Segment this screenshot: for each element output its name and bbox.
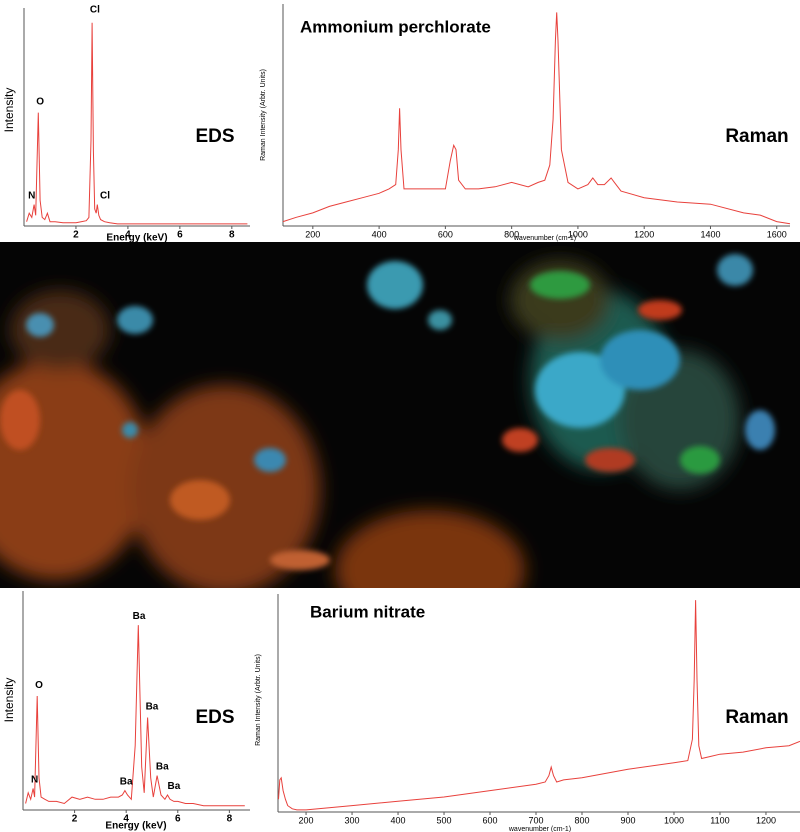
x-tick-label: 1600 — [767, 229, 787, 239]
y-axis-label: Raman Intensity (Arbtr. Units) — [255, 654, 262, 746]
x-tick-label: 1200 — [634, 229, 654, 239]
x-tick-label: 1100 — [710, 815, 729, 825]
spectrum-line — [25, 625, 245, 807]
method-label: Raman — [725, 126, 788, 147]
x-tick-label: 6 — [175, 814, 181, 825]
x-tick-label: 500 — [437, 815, 452, 825]
x-tick-label: 2 — [73, 230, 79, 241]
peak-label: N — [28, 191, 35, 202]
x-tick-label: 8 — [227, 814, 233, 825]
x-axis-label: Energy (keV) — [106, 233, 167, 244]
method-label: EDS — [195, 707, 234, 728]
peak-label: O — [35, 680, 43, 691]
y-axis-label: Raman Intensity (Arbtr. Units) — [260, 69, 267, 161]
x-tick-label: 1000 — [568, 229, 588, 239]
chart-title: Barium nitrate — [310, 602, 425, 621]
x-tick-label: 1200 — [756, 815, 776, 825]
x-axis-label: wavenumber (cm-1) — [513, 235, 576, 242]
x-tick-label: 4 — [123, 814, 129, 825]
x-tick-label: 200 — [305, 229, 320, 239]
x-tick-label: 1000 — [664, 815, 684, 825]
peak-label: N — [31, 775, 38, 786]
spectrum-line — [278, 600, 800, 811]
peak-label: Ba — [156, 762, 169, 773]
x-tick-label: 600 — [483, 815, 498, 825]
peak-label: Cl — [90, 5, 100, 16]
peak-label: O — [36, 97, 44, 108]
peak-label: Cl — [100, 191, 110, 202]
x-axis-label: Energy (keV) — [105, 821, 166, 832]
x-tick-label: 1400 — [700, 229, 720, 239]
chart-title: Ammonium perchlorate — [300, 17, 491, 36]
x-tick-label: 700 — [528, 815, 543, 825]
y-axis-label: Intensity — [2, 678, 16, 723]
method-label: Raman — [725, 707, 788, 728]
x-tick-label: 800 — [504, 229, 519, 239]
spectrum-line — [282, 12, 791, 225]
peak-label: Ba — [120, 777, 133, 788]
x-tick-label: 300 — [345, 815, 360, 825]
x-tick-label: 600 — [438, 229, 453, 239]
x-tick-label: 900 — [620, 815, 635, 825]
x-tick-label: 400 — [391, 815, 406, 825]
x-tick-label: 6 — [177, 230, 183, 241]
x-tick-label: 8 — [229, 230, 235, 241]
peak-label: Ba — [133, 611, 146, 622]
x-axis-label: wavenumber (cm-1) — [508, 826, 571, 832]
x-tick-label: 400 — [372, 229, 387, 239]
x-tick-label: 2 — [72, 814, 78, 825]
micrograph — [0, 242, 800, 588]
spectrum-line — [26, 22, 248, 225]
x-tick-label: 200 — [299, 815, 314, 825]
peak-label: Ba — [168, 781, 181, 792]
y-axis-label: Intensity — [2, 88, 16, 133]
peak-label: Ba — [146, 701, 159, 712]
x-tick-label: 800 — [574, 815, 589, 825]
method-label: EDS — [195, 126, 234, 147]
x-tick-label: 4 — [125, 230, 131, 241]
